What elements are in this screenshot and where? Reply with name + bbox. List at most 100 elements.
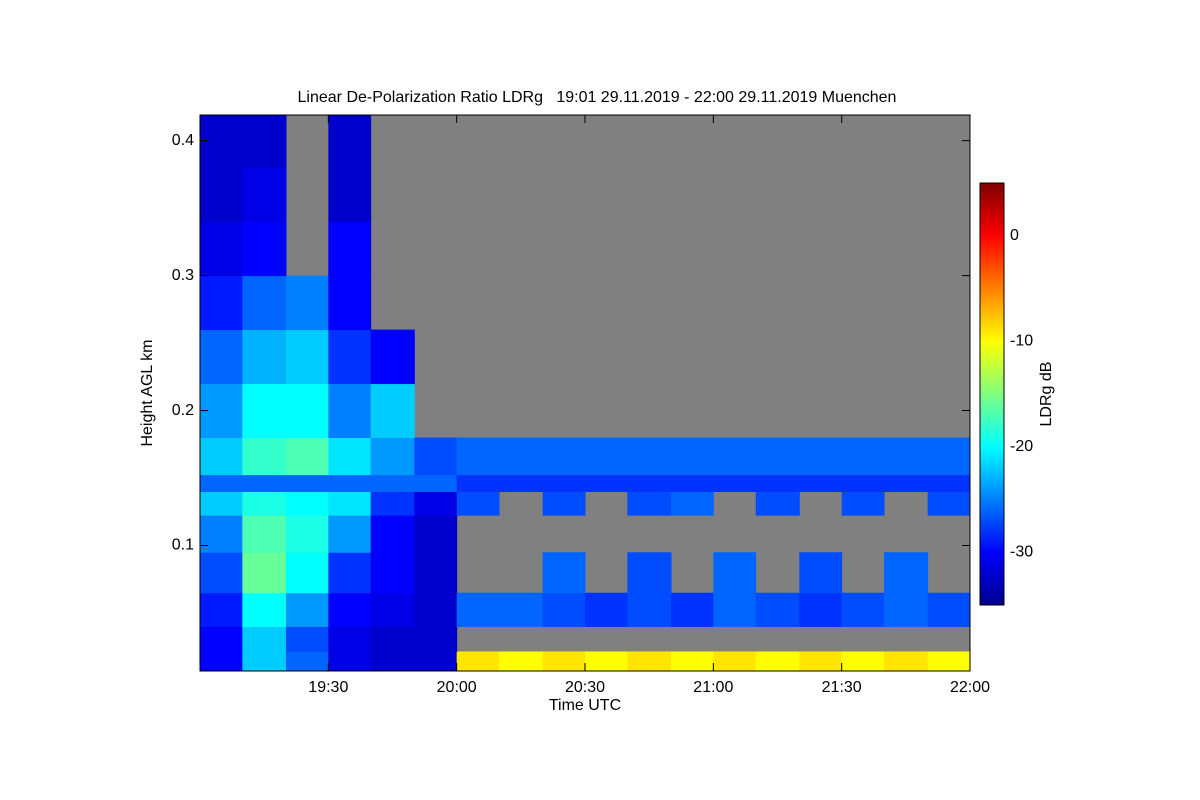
y-tick-label: 0.3 — [172, 267, 194, 284]
colorbar-tick-label: -10 — [1010, 332, 1033, 349]
heatmap-cell — [799, 552, 843, 594]
y-tick-label: 0.2 — [172, 402, 194, 419]
heatmap-cell — [370, 651, 415, 672]
heatmap-cell — [242, 515, 287, 553]
heatmap-cell — [841, 592, 885, 627]
heatmap-cell — [414, 626, 458, 652]
heatmap-cell — [927, 592, 971, 627]
heatmap-cell — [456, 651, 500, 672]
heatmap-cell — [414, 474, 458, 493]
heatmap-cell — [328, 491, 372, 516]
heatmap-cell — [328, 651, 372, 672]
heatmap-cell — [328, 515, 372, 553]
heatmap-cell — [670, 651, 714, 672]
heatmap-cell — [370, 474, 415, 493]
heatmap-cell — [285, 592, 329, 627]
y-axis-label: Height AGL km — [139, 339, 156, 446]
heatmap-cell — [585, 437, 628, 476]
heatmap-cell — [242, 552, 287, 594]
heatmap-cell — [713, 651, 757, 672]
heatmap-cell — [499, 474, 544, 493]
heatmap-cell — [499, 592, 544, 627]
heatmap-cell — [884, 437, 929, 476]
heatmap-cell — [200, 275, 243, 331]
heatmap-cell — [755, 437, 800, 476]
heatmap-cell — [285, 474, 329, 493]
heatmap-cell — [200, 221, 243, 277]
heatmap-cell — [242, 437, 287, 476]
heatmap-cell — [370, 626, 415, 652]
heatmap-cell — [242, 491, 287, 516]
heatmap-cell — [670, 474, 714, 493]
x-tick-label: 19:30 — [308, 679, 348, 696]
heatmap-cell — [200, 329, 243, 385]
heatmap-cell — [328, 552, 372, 594]
heatmap-cell — [370, 491, 415, 516]
heatmap-cell — [585, 474, 628, 493]
heatmap-cell — [627, 474, 672, 493]
heatmap-cell — [414, 515, 458, 553]
heatmap-cell — [542, 651, 586, 672]
heatmap-cell — [200, 437, 243, 476]
heatmap-cell — [927, 651, 971, 672]
heatmap-cell — [627, 592, 672, 627]
heatmap-cell — [884, 592, 929, 627]
colorbar-tick-label: 0 — [1010, 227, 1019, 244]
heatmap-cell — [328, 626, 372, 652]
heatmap-cell — [200, 592, 243, 627]
heatmap-cell — [328, 167, 372, 223]
heatmap-cell — [627, 651, 672, 672]
heatmap-cell — [200, 474, 243, 493]
heatmap-cell — [370, 552, 415, 594]
heatmap-cell — [328, 329, 372, 385]
heatmap-cell — [841, 491, 885, 516]
heatmap-cell — [755, 651, 800, 672]
heatmap-cell — [285, 515, 329, 553]
heatmap-cell — [285, 651, 329, 672]
colorbar-tick-label: -20 — [1010, 438, 1033, 455]
heatmap-cell — [328, 383, 372, 439]
axes — [199, 114, 1004, 672]
heatmap-cell — [456, 437, 500, 476]
colorbar-tick-label: -30 — [1010, 543, 1033, 560]
heatmap-cell — [799, 437, 843, 476]
heatmap-cell — [542, 491, 586, 516]
heatmap-cell — [499, 437, 544, 476]
x-tick-label: 20:30 — [565, 679, 605, 696]
heatmap-cell — [328, 221, 372, 277]
heatmap-cell — [884, 651, 929, 672]
heatmap-cell — [285, 552, 329, 594]
y-tick-label: 0.4 — [172, 132, 194, 149]
heatmap-cell — [285, 491, 329, 516]
heatmap-cell — [627, 491, 672, 516]
heatmap-cell — [456, 592, 500, 627]
heatmap-cell — [370, 437, 415, 476]
heatmap-cell — [414, 592, 458, 627]
heatmap-cell — [713, 552, 757, 594]
heatmap-cell — [670, 491, 714, 516]
heatmap-cell — [242, 221, 287, 277]
heatmap-cell — [200, 552, 243, 594]
heatmap-cell — [200, 491, 243, 516]
heatmap-cell — [414, 491, 458, 516]
heatmap-cell — [585, 592, 628, 627]
heatmap-cell — [328, 275, 372, 331]
heatmap-cell — [841, 651, 885, 672]
heatmap-cell — [200, 115, 243, 169]
heatmap-cell — [841, 474, 885, 493]
heatmap-cell — [542, 552, 586, 594]
heatmap-cell — [841, 437, 885, 476]
heatmap-cell — [799, 651, 843, 672]
heatmap-cell — [285, 437, 329, 476]
heatmap-cell — [755, 474, 800, 493]
heatmap-cell — [884, 474, 929, 493]
heatmap-cell — [285, 626, 329, 652]
colorbar — [979, 182, 1005, 606]
heatmap-cell — [285, 383, 329, 439]
heatmap-cell — [713, 592, 757, 627]
heatmap-cell — [456, 491, 500, 516]
heatmap-cell — [499, 651, 544, 672]
heatmap-cell — [927, 491, 971, 516]
chart-title: Linear De-Polarization Ratio LDRg 19:01 … — [298, 89, 897, 106]
heatmap-cell — [242, 651, 287, 672]
